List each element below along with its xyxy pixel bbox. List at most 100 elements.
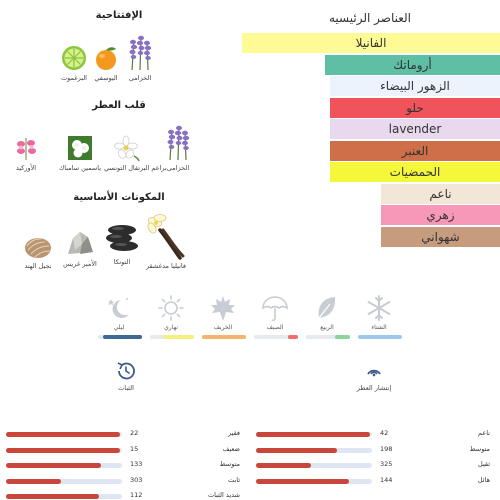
- vote-label: هائل: [477, 475, 490, 484]
- vote-label: ثقيل: [478, 460, 490, 468]
- note-orchid[interactable]: الأوركيد: [4, 134, 48, 172]
- vote-bar-fill: [6, 478, 61, 484]
- note-jasmine-sambac[interactable]: ياسمين سامباك: [58, 134, 102, 172]
- vote-bar: [256, 463, 372, 468]
- note-label: البرغموت: [61, 74, 87, 82]
- season-spring[interactable]: الربيع: [302, 288, 352, 343]
- top-notes-title: الإفتتاحية: [95, 10, 143, 21]
- base-notes-title: المكونات الأساسية: [73, 192, 165, 203]
- ambergris-icon: [68, 232, 93, 254]
- heart-notes-title: قلب العطر: [92, 100, 146, 111]
- vote-bar: [256, 432, 372, 437]
- accord-bar: حلو: [330, 97, 500, 118]
- vote-bar-fill: [256, 447, 337, 453]
- season-meter-fill: [202, 335, 246, 339]
- vote-label: فقير: [228, 429, 240, 437]
- note-tonka[interactable]: التونكا: [100, 218, 144, 266]
- vote-label: شديد الثبات: [208, 491, 240, 499]
- vote-bar-fill: [6, 432, 120, 437]
- vote-bar-fill: [256, 478, 349, 484]
- accord-bar: ناعم: [381, 183, 500, 204]
- clock-history-icon: [117, 362, 135, 380]
- vote-label: متوسط: [469, 444, 490, 453]
- note-ambergris[interactable]: الأمبر غريس: [58, 228, 102, 268]
- vote-bar-fill: [6, 463, 101, 468]
- accord-bar: العنبر: [330, 140, 500, 161]
- longevity-row[interactable]: 112 شديد الثبات: [0, 490, 240, 500]
- longevity-row[interactable]: 22 فقير: [0, 428, 240, 440]
- lavender-icon: [167, 125, 190, 161]
- vote-count: 198: [380, 444, 393, 453]
- season-meter: [358, 335, 402, 339]
- vote-count: 144: [380, 475, 393, 484]
- season-label: الشتاء: [371, 324, 387, 331]
- vote-count: 303: [130, 475, 143, 484]
- seasons-strip: ليلي نهاري الخريف الصيف: [94, 288, 406, 343]
- sillage-header[interactable]: إنتشار العطر: [344, 360, 404, 392]
- note-lavender-top[interactable]: الخزامى: [118, 32, 162, 82]
- season-meter-fill: [358, 335, 402, 339]
- season-winter[interactable]: الشتاء: [354, 288, 404, 343]
- accord-bar: شهواني: [381, 226, 500, 247]
- sillage-row[interactable]: 144 هائل: [250, 475, 490, 487]
- vote-bar: [6, 432, 122, 437]
- accord-bar: الزهور البيضاء: [330, 76, 500, 96]
- note-label: فانيليا مدغشقر: [146, 262, 186, 270]
- season-label: الخريف: [213, 324, 233, 331]
- note-label: براعم البرتقال التونسي: [104, 164, 167, 172]
- note-label: الأمبر غريس: [63, 260, 97, 268]
- season-night[interactable]: ليلي: [94, 288, 144, 343]
- vote-bar: [6, 447, 122, 453]
- season-fall[interactable]: الخريف: [198, 288, 248, 343]
- season-meter: [306, 335, 350, 339]
- sillage-row[interactable]: 42 ناعم: [250, 428, 490, 440]
- lavender-icon: [129, 35, 152, 71]
- main-accords: العناصر الرئيسيه الفانيلا أروماتك الزهور ا…: [240, 0, 500, 255]
- vanilla-icon: [147, 214, 185, 260]
- vote-count: 112: [130, 491, 143, 499]
- season-label: الصيف: [266, 324, 284, 331]
- maple-leaf-icon: [211, 296, 235, 321]
- note-bergamot[interactable]: البرغموت: [52, 44, 96, 82]
- longevity-row[interactable]: 15 ضعيف: [0, 444, 240, 456]
- note-orange-blossom[interactable]: براعم البرتقال التونسي: [104, 134, 167, 172]
- note-label: التونكا: [113, 258, 131, 266]
- season-day[interactable]: نهاري: [146, 288, 196, 343]
- umbrella-icon: [262, 296, 288, 322]
- note-vetiver[interactable]: نجيل الهند: [16, 230, 60, 270]
- sillage-row[interactable]: 198 متوسط: [250, 444, 490, 456]
- sillage-row[interactable]: 325 ثقيل: [250, 459, 490, 471]
- note-mandarin[interactable]: اليوسفي: [84, 44, 128, 82]
- note-lavender-heart[interactable]: الخزامى: [156, 122, 200, 172]
- season-meter-fill: [335, 335, 350, 339]
- sillage-title: إنتشار العطر: [356, 384, 392, 392]
- longevity-row[interactable]: 133 متوسط: [0, 459, 240, 471]
- season-meter: [254, 335, 298, 339]
- snowflake-icon: [367, 295, 391, 321]
- note-vanilla[interactable]: فانيليا مدغشقر: [144, 214, 188, 270]
- vote-label: ثابت: [228, 475, 240, 484]
- season-meter-fill: [103, 335, 142, 339]
- bergamot-icon: [62, 46, 86, 70]
- mandarin-icon: [96, 47, 116, 70]
- accords-title: العناصر الرئيسيه: [328, 11, 411, 25]
- leaf-icon: [318, 297, 336, 319]
- season-label: نهاري: [164, 324, 178, 331]
- vote-bar: [6, 463, 122, 468]
- season-label: الربيع: [320, 324, 334, 331]
- jasmine-sambac-icon: [68, 136, 92, 160]
- vote-bar-fill: [6, 494, 99, 499]
- longevity-header[interactable]: الثبات: [96, 360, 156, 392]
- vote-label: ناعم: [478, 429, 490, 437]
- vote-bar-fill: [256, 432, 370, 437]
- vote-bar: [256, 478, 372, 484]
- note-label: اليوسفي: [94, 74, 118, 82]
- tonka-icon: [106, 225, 138, 251]
- note-label: الخزامى: [128, 74, 152, 82]
- season-summer[interactable]: الصيف: [250, 288, 300, 343]
- vote-count: 325: [380, 460, 393, 468]
- note-label: نجيل الهند: [24, 262, 52, 270]
- longevity-row[interactable]: 303 ثابت: [0, 475, 240, 487]
- longevity-title: الثبات: [118, 384, 134, 392]
- note-label: ياسمين سامباك: [58, 164, 102, 172]
